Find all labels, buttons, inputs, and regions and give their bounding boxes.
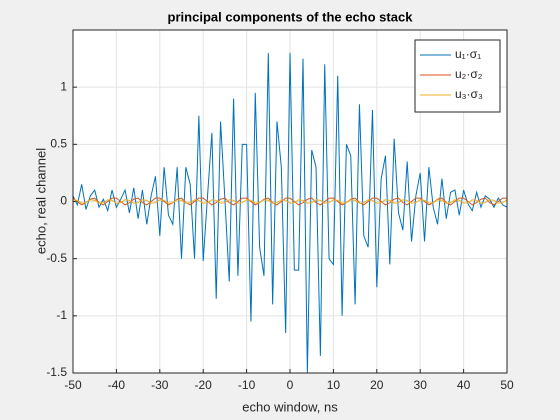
y-tick-label: -0.5 [46,251,67,265]
y-tick-label: 0 [60,194,67,208]
axes-box [72,29,508,374]
legend: u₁·σ₁ u₂·σ₂ u₃·σ₃ [414,39,501,113]
legend-label: u₁·σ₁ [455,47,481,61]
y-axis-label: echo, real channel [33,148,48,254]
x-tick-label: 0 [287,378,294,392]
x-tick-label: -20 [195,378,213,392]
x-tick-label: -50 [64,378,82,392]
y-tick-label: -1 [56,308,67,322]
chart-title: principal components of the echo stack [168,9,414,24]
y-tick-label: -1.5 [46,365,67,379]
x-tick-label: 50 [500,378,514,392]
x-tick-label: 40 [457,378,471,392]
legend-label: u₂·σ₂ [455,67,483,81]
y-tick-label: 0.5 [50,137,67,151]
y-tick-label: 1 [60,79,67,93]
x-tick-label: 10 [327,378,341,392]
legend-box [414,39,501,113]
data-line [72,199,508,204]
x-tick-label: -10 [238,378,256,392]
x-tick-label: 20 [370,378,384,392]
x-tick-label: 30 [414,378,428,392]
data-line [72,52,508,374]
legend-label: u₃·σ₃ [455,87,483,101]
x-tick-label: -40 [108,378,126,392]
x-tick-label: -30 [151,378,169,392]
x-axis-label: echo window, ns [242,399,338,414]
